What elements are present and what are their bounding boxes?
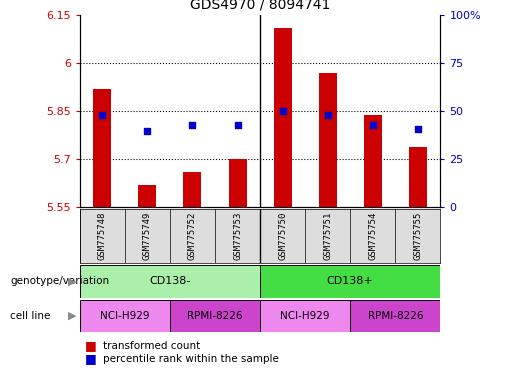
Point [188, 122, 197, 128]
Text: CD138+: CD138+ [327, 276, 373, 286]
Text: GSM775748: GSM775748 [98, 212, 107, 260]
Text: GSM775749: GSM775749 [143, 212, 152, 260]
Text: ▶: ▶ [68, 311, 76, 321]
Bar [260, 265, 440, 298]
Bar [93, 89, 111, 207]
Bar [183, 172, 201, 207]
Text: GSM775750: GSM775750 [278, 212, 287, 260]
Title: GDS4970 / 8094741: GDS4970 / 8094741 [190, 0, 330, 12]
Bar [273, 28, 291, 207]
Bar [364, 114, 382, 207]
Bar [350, 300, 440, 332]
Bar [80, 265, 260, 298]
Text: RPMI-8226: RPMI-8226 [187, 311, 243, 321]
Text: GSM775752: GSM775752 [188, 212, 197, 260]
Text: GSM775751: GSM775751 [323, 212, 332, 260]
Text: GSM775755: GSM775755 [414, 212, 422, 260]
Point [369, 122, 377, 128]
Point [279, 108, 287, 114]
Bar [139, 185, 157, 207]
Text: percentile rank within the sample: percentile rank within the sample [103, 354, 279, 364]
Text: CD138-: CD138- [149, 276, 191, 286]
Text: cell line: cell line [10, 311, 50, 321]
Text: ■: ■ [85, 353, 97, 366]
Point [233, 122, 242, 128]
Point [323, 112, 332, 118]
Bar [170, 300, 260, 332]
Bar [409, 147, 427, 207]
Text: transformed count: transformed count [103, 341, 200, 351]
Bar [80, 300, 170, 332]
Text: ■: ■ [85, 339, 97, 352]
Text: NCI-H929: NCI-H929 [100, 311, 150, 321]
Text: ▶: ▶ [68, 276, 76, 286]
Text: genotype/variation: genotype/variation [10, 276, 109, 286]
Bar [229, 159, 247, 207]
Text: GSM775753: GSM775753 [233, 212, 242, 260]
Point [414, 126, 422, 132]
Text: GSM775754: GSM775754 [368, 212, 377, 260]
Point [143, 127, 151, 134]
Point [98, 112, 107, 118]
Bar [319, 73, 337, 207]
Text: RPMI-8226: RPMI-8226 [368, 311, 423, 321]
Bar [260, 300, 350, 332]
Text: NCI-H929: NCI-H929 [280, 311, 330, 321]
